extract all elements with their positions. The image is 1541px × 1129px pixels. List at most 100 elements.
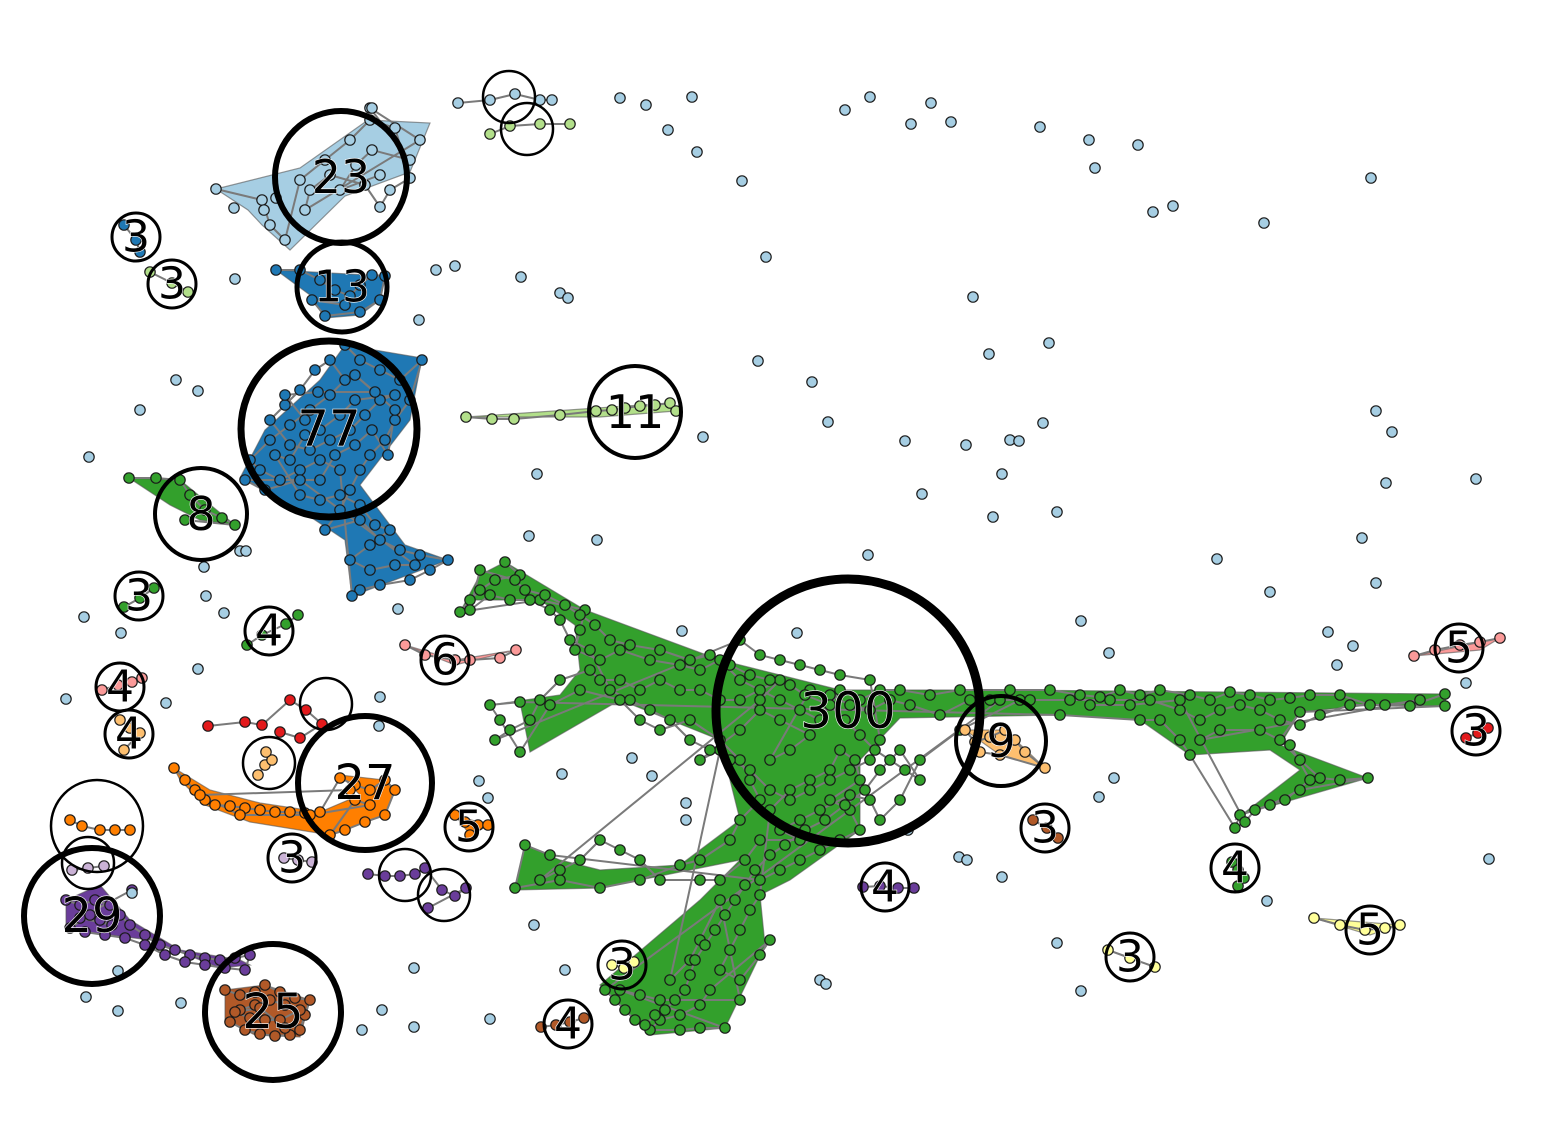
node (574, 854, 586, 866)
isolated-node (1370, 577, 1382, 589)
node (1482, 722, 1494, 734)
node (274, 726, 286, 738)
node (864, 674, 876, 686)
node (999, 724, 1011, 736)
node (554, 614, 566, 626)
node (764, 754, 776, 766)
node (364, 784, 376, 796)
isolated-node (996, 871, 1008, 883)
node (784, 784, 796, 796)
node (754, 704, 766, 716)
node (1234, 699, 1246, 711)
cluster-ring-25 (1019, 802, 1071, 854)
node (364, 564, 376, 576)
node (314, 274, 326, 286)
node (514, 746, 526, 758)
node (1174, 734, 1186, 746)
node (399, 639, 411, 651)
isolated-node (374, 691, 386, 703)
node (544, 849, 556, 861)
isolated-node (78, 611, 90, 623)
node (739, 879, 751, 891)
cluster-size-label: 5 (1356, 905, 1384, 956)
cluster-size-label: 3 (278, 833, 306, 884)
node (442, 554, 454, 566)
node (859, 784, 871, 796)
isolated-node (562, 292, 574, 304)
node (1264, 694, 1276, 706)
cluster-ring-21 (110, 211, 162, 263)
node (294, 174, 306, 186)
node (854, 774, 866, 786)
node (674, 659, 686, 671)
node (334, 489, 346, 501)
node (284, 419, 296, 431)
node (694, 754, 706, 766)
cluster-size-label: 27 (334, 755, 395, 811)
node (264, 219, 276, 231)
node (274, 986, 286, 998)
node (134, 727, 146, 739)
node (314, 454, 326, 466)
small-cluster-ring (481, 69, 537, 125)
cluster-size-label: 4 (115, 709, 143, 760)
node (1039, 762, 1051, 774)
node (754, 694, 766, 706)
node (1134, 689, 1146, 701)
node (509, 574, 521, 586)
node (784, 744, 796, 756)
cluster-ring-24 (1450, 705, 1502, 757)
node (344, 134, 356, 146)
node (118, 744, 130, 756)
node (634, 989, 646, 1001)
node (374, 534, 386, 546)
node (389, 784, 401, 796)
node (89, 894, 101, 906)
node (804, 784, 816, 796)
node (254, 1028, 266, 1040)
node (1041, 822, 1053, 834)
node (839, 714, 851, 726)
node (179, 956, 191, 968)
node (1027, 814, 1039, 826)
node (959, 724, 971, 736)
node (166, 277, 178, 289)
isolated-node (925, 97, 937, 109)
node (1439, 688, 1451, 700)
node (202, 720, 214, 732)
node (1194, 734, 1206, 746)
node (714, 964, 726, 976)
node (319, 310, 331, 322)
node (1214, 724, 1226, 736)
node (839, 799, 851, 811)
node (424, 564, 436, 576)
node (504, 594, 516, 606)
node (1264, 799, 1276, 811)
node (114, 909, 126, 921)
node (1254, 704, 1266, 716)
node (649, 399, 661, 411)
node (604, 684, 616, 696)
isolated-node (112, 1005, 124, 1017)
small-cluster-ring (377, 847, 433, 903)
node (954, 684, 966, 696)
node (354, 306, 366, 318)
isolated-node (559, 964, 571, 976)
node (464, 594, 476, 606)
node (294, 474, 306, 486)
node (239, 474, 251, 486)
node (1379, 922, 1391, 934)
node (784, 794, 796, 806)
node (734, 674, 746, 686)
node (274, 474, 286, 486)
node (894, 744, 906, 756)
node (1174, 704, 1186, 716)
node (744, 764, 756, 776)
node (119, 932, 131, 944)
node (734, 724, 746, 736)
isolated-node (646, 770, 658, 782)
small-cluster-ring (241, 735, 297, 791)
edges (65, 93, 1501, 1037)
node (1334, 919, 1346, 931)
isolated-node (839, 104, 851, 116)
